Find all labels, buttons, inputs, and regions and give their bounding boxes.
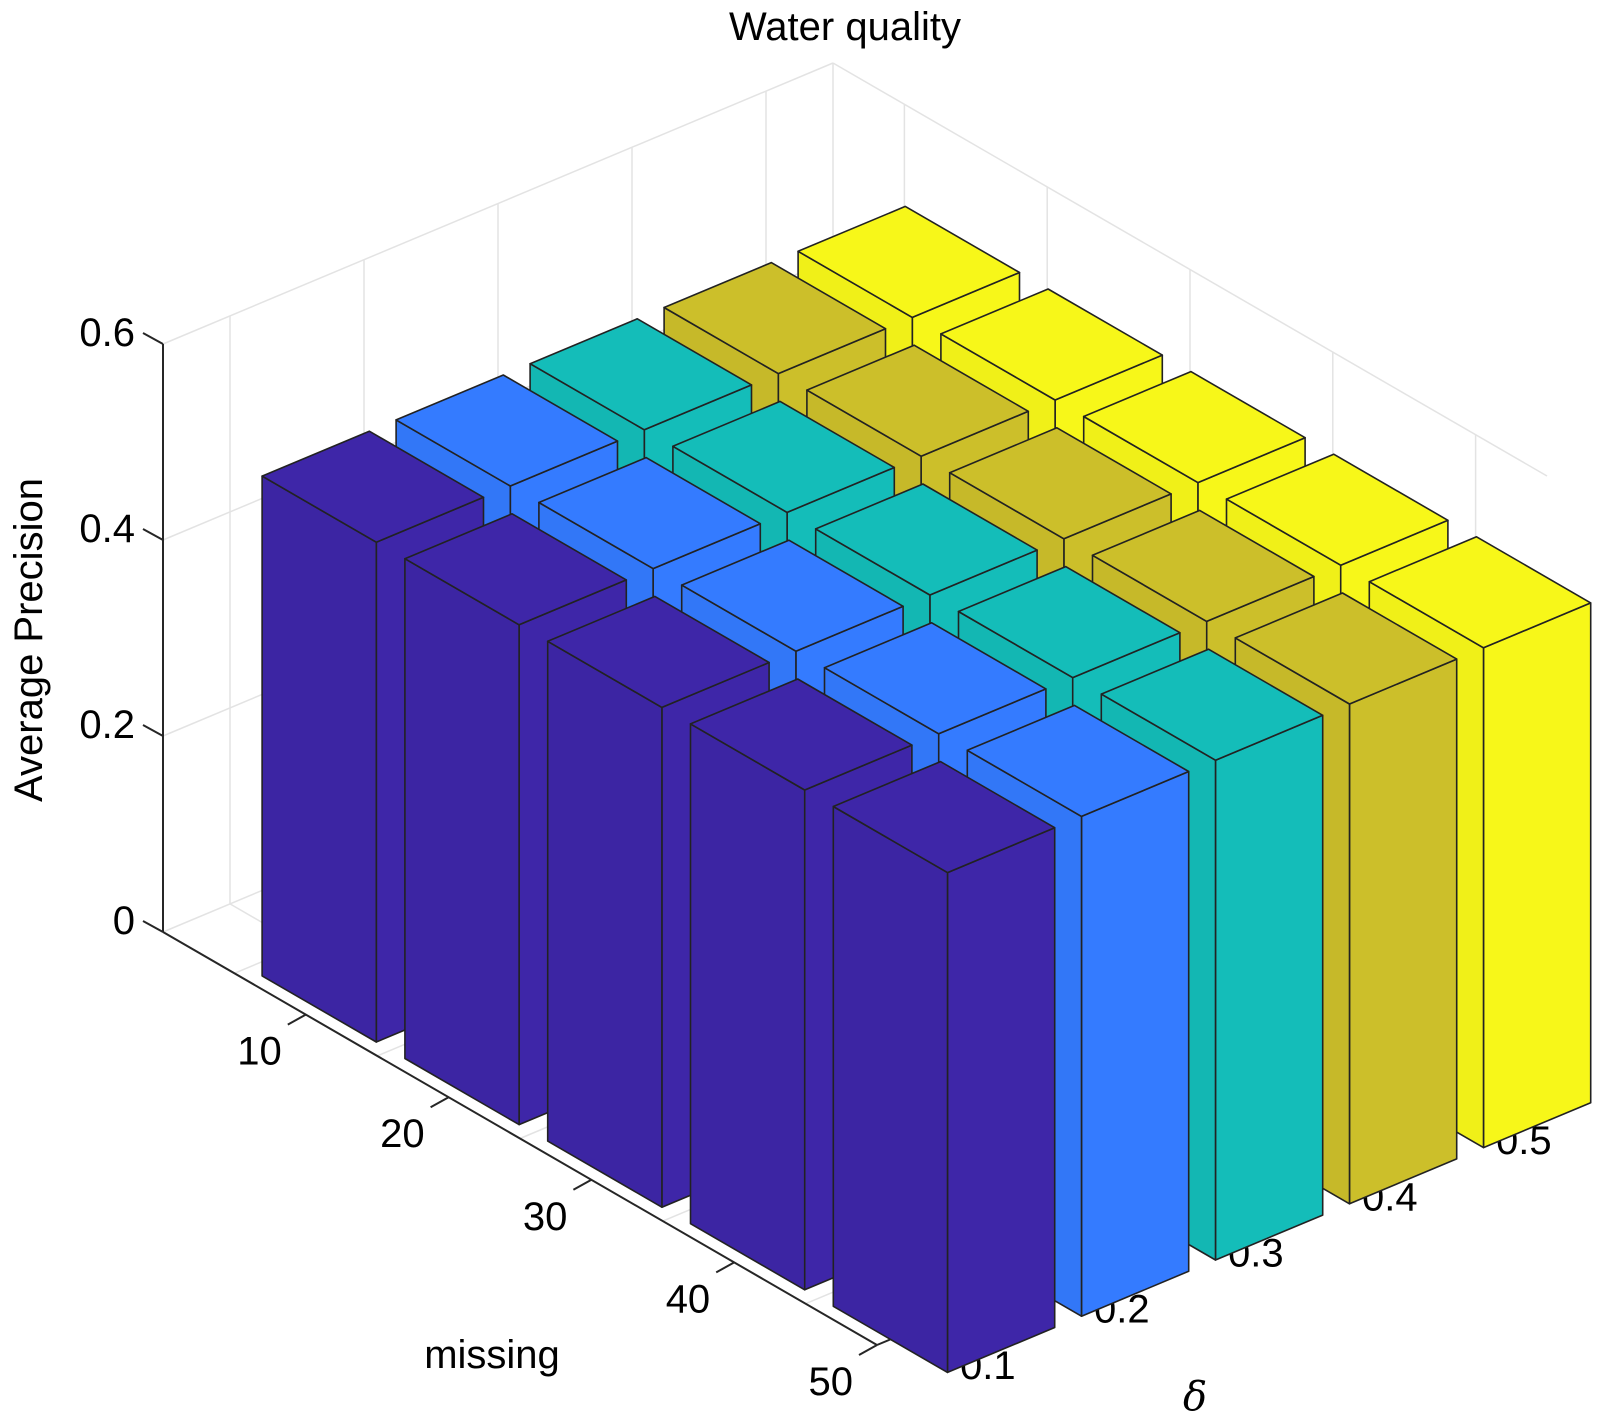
- z-tick: [142, 724, 164, 737]
- bar-top-face: [395, 374, 619, 487]
- bar-front-face: [1482, 602, 1592, 1149]
- bar-40-0.1: [689, 678, 913, 1291]
- bar-front-face: [946, 826, 1056, 1374]
- z-axis-label: Average Precision: [7, 478, 51, 802]
- z-tick: [142, 528, 164, 541]
- bar-side-face: [546, 640, 663, 1208]
- bar-top-face: [823, 621, 1047, 735]
- x-tick-label: 40: [666, 1277, 711, 1321]
- x-tick-label: 50: [809, 1360, 854, 1404]
- bar-top-face: [1100, 648, 1324, 762]
- x-tick: [572, 1178, 592, 1191]
- chart-title: Water quality: [729, 5, 961, 49]
- x-tick-label: 30: [523, 1195, 568, 1239]
- x-tick: [715, 1261, 735, 1274]
- bar-top-face: [261, 430, 485, 544]
- x-tick: [858, 1344, 878, 1356]
- bar-top-face: [1082, 370, 1306, 484]
- bar-side-face: [404, 557, 520, 1126]
- bar-side-face: [261, 475, 378, 1043]
- bars: [261, 205, 1592, 1374]
- x-axis-label: missing: [424, 1333, 560, 1377]
- bar-top-face: [832, 760, 1056, 874]
- bar-front-face: [1080, 770, 1190, 1317]
- bar-top-face: [1225, 453, 1449, 567]
- bar-top-face: [663, 261, 887, 375]
- bar-front-face: [1214, 714, 1324, 1261]
- bar-side-face: [832, 805, 949, 1374]
- x-tick-label: 20: [380, 1112, 425, 1156]
- bar-top-face: [680, 539, 904, 653]
- z-tick-label: 0: [113, 899, 135, 943]
- x-axis-line: [162, 931, 878, 1346]
- bar-top-face: [404, 512, 628, 626]
- bar-top-face: [797, 205, 1021, 319]
- z-tick-label: 0.4: [79, 507, 135, 551]
- z-tick-label: 0.2: [79, 703, 135, 747]
- bar-front-face: [1348, 658, 1458, 1205]
- z-tick: [142, 332, 164, 345]
- y-axis-label: δ: [1183, 1374, 1207, 1419]
- bar-side-face: [689, 723, 806, 1291]
- bar-top-face: [672, 400, 896, 514]
- x-tick: [287, 1013, 307, 1026]
- bar-top-face: [1368, 535, 1592, 649]
- bar-top-face: [940, 288, 1164, 401]
- x-tick: [430, 1096, 450, 1109]
- bar-top-face: [806, 344, 1030, 458]
- z-tick: [142, 920, 164, 933]
- bar-top-face: [689, 678, 913, 791]
- labels: Water quality Average Precision missing …: [7, 5, 1207, 1419]
- bar-50-0.1: [832, 760, 1056, 1374]
- bar-top-face: [814, 483, 1038, 596]
- bar-top-face: [1091, 509, 1315, 623]
- bar-top-face: [948, 426, 1172, 540]
- z-tick-label: 0.6: [79, 311, 135, 355]
- bar-top-face: [546, 595, 770, 709]
- bar-top-face: [957, 565, 1181, 679]
- bar-top-face: [538, 456, 762, 570]
- bar-top-face: [966, 704, 1190, 818]
- bar-top-face: [529, 317, 753, 431]
- bar-top-face: [1234, 592, 1458, 705]
- x-tick-label: 10: [237, 1030, 282, 1074]
